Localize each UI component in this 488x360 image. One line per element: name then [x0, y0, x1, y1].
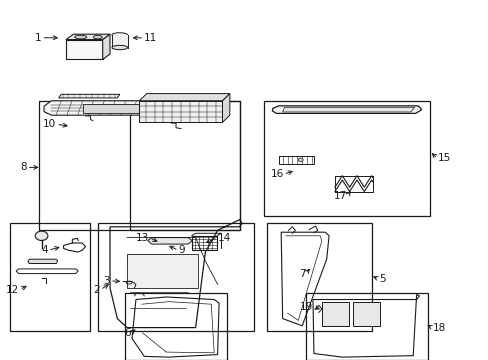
Text: 18: 18 [432, 323, 445, 333]
Text: 11: 11 [144, 33, 157, 43]
Bar [83, 104, 176, 113]
Polygon shape [44, 101, 224, 115]
Bar [129, 101, 239, 230]
Polygon shape [102, 34, 110, 59]
Text: 15: 15 [437, 153, 450, 163]
Bar [39, 101, 239, 230]
Circle shape [35, 231, 48, 240]
Text: 7: 7 [298, 269, 305, 279]
Text: 10: 10 [43, 119, 56, 129]
Bar [139, 101, 222, 122]
Bar [278, 156, 313, 164]
Polygon shape [272, 106, 421, 113]
Bar [98, 223, 254, 331]
Text: 8: 8 [20, 162, 27, 172]
Polygon shape [28, 259, 58, 264]
Text: 6: 6 [124, 328, 131, 338]
Polygon shape [139, 94, 229, 101]
Bar [66, 40, 102, 59]
Polygon shape [66, 34, 110, 40]
Polygon shape [222, 94, 229, 122]
Ellipse shape [93, 35, 102, 39]
Bar [321, 302, 348, 326]
Text: 16: 16 [270, 169, 283, 179]
Text: 19: 19 [300, 302, 313, 312]
Circle shape [298, 158, 303, 162]
Text: 4: 4 [41, 245, 48, 255]
Text: 13: 13 [136, 233, 149, 243]
Bar [127, 254, 198, 288]
Bar [266, 223, 371, 331]
Text: 12: 12 [6, 285, 20, 295]
Text: 9: 9 [178, 245, 185, 255]
Bar [124, 293, 227, 360]
Text: 3: 3 [103, 276, 110, 286]
Text: 2: 2 [93, 285, 100, 295]
Text: 5: 5 [378, 274, 385, 284]
Ellipse shape [74, 35, 87, 39]
Ellipse shape [112, 33, 127, 37]
Bar [191, 236, 217, 250]
Bar [264, 101, 429, 216]
Polygon shape [59, 94, 120, 98]
Text: 17: 17 [333, 191, 346, 201]
Polygon shape [147, 238, 192, 244]
Polygon shape [282, 107, 414, 112]
Text: 14: 14 [217, 233, 230, 243]
Bar [352, 302, 379, 326]
Ellipse shape [112, 45, 127, 50]
Bar [112, 35, 127, 48]
Text: 1: 1 [35, 33, 41, 43]
Bar [305, 293, 427, 360]
Bar [10, 223, 90, 331]
